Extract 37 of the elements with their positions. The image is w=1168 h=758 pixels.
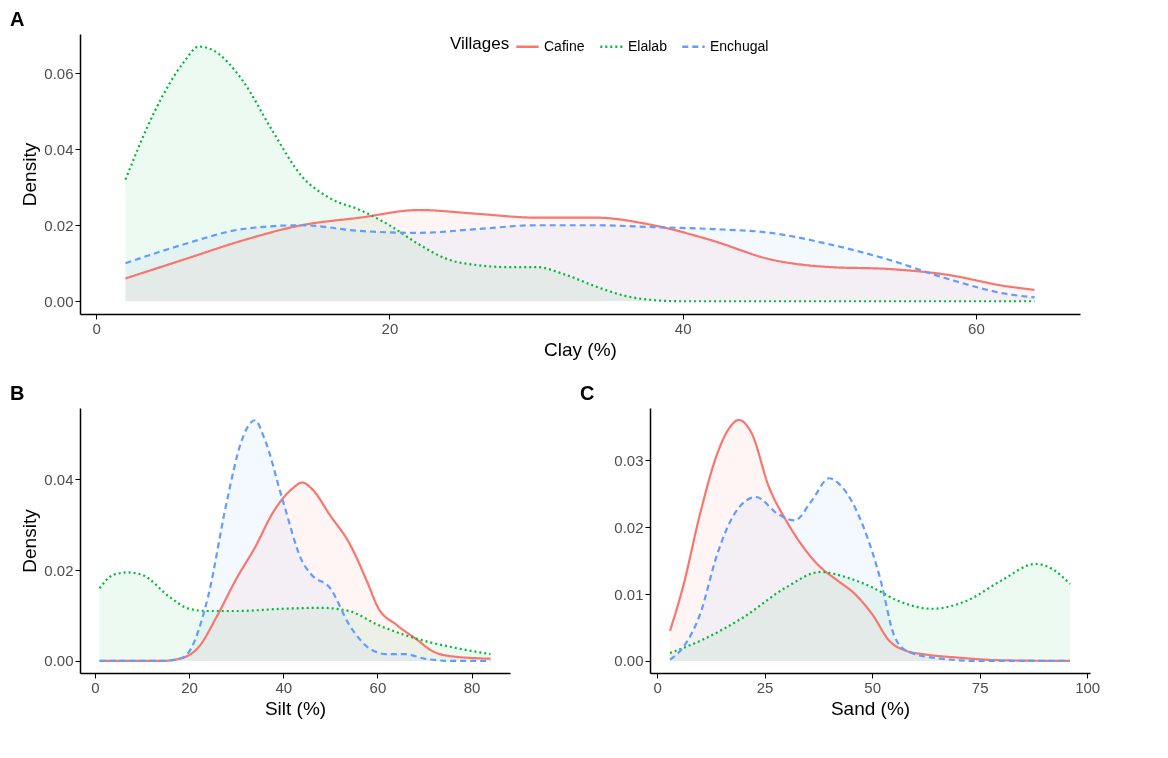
legend-label: Enchugal <box>710 37 769 54</box>
x-axis-title: Clay (%) <box>544 338 617 360</box>
x-tick-label: 60 <box>968 319 985 337</box>
legend-title: Villages <box>450 34 510 53</box>
chart-title: A <box>10 8 25 30</box>
x-tick-label: 40 <box>674 319 692 337</box>
x-axis-title: Sand (%) <box>830 697 911 719</box>
y-tick-label: 0.01 <box>614 585 644 603</box>
x-tick-label: 20 <box>181 678 198 696</box>
x-tick-label: 0 <box>92 319 101 337</box>
y-axis-title: Density <box>19 508 41 573</box>
y-tick-label: 0.02 <box>614 518 644 536</box>
y-tick-label: 0.00 <box>614 652 644 670</box>
chart-title: B <box>10 382 25 404</box>
chart-title: C <box>580 382 595 404</box>
x-tick-label: 50 <box>864 678 881 696</box>
x-tick-label: 40 <box>275 678 293 696</box>
x-tick-label: 0 <box>91 678 100 696</box>
x-axis-title: Silt (%) <box>264 697 327 719</box>
y-tick-label: 0.00 <box>44 292 74 310</box>
y-tick-label: 0.02 <box>44 216 74 234</box>
y-tick-label: 0.02 <box>44 561 74 579</box>
y-tick-label: 0.04 <box>44 470 74 488</box>
x-tick-label: 100 <box>1075 678 1101 696</box>
x-tick-label: 75 <box>971 678 989 696</box>
x-tick-label: 20 <box>381 319 399 337</box>
legend-label: Elalab <box>628 37 668 54</box>
y-axis-title: Density <box>19 142 41 207</box>
y-tick-label: 0.04 <box>44 140 74 158</box>
x-tick-label: 0 <box>653 678 662 696</box>
x-tick-label: 60 <box>369 678 387 696</box>
x-tick-label: 80 <box>463 678 481 696</box>
x-tick-label: 25 <box>756 678 774 696</box>
y-tick-label: 0.06 <box>44 64 74 82</box>
legend-label: Cafine <box>544 37 585 54</box>
y-tick-label: 0.03 <box>614 451 644 469</box>
y-tick-label: 0.00 <box>44 652 74 670</box>
